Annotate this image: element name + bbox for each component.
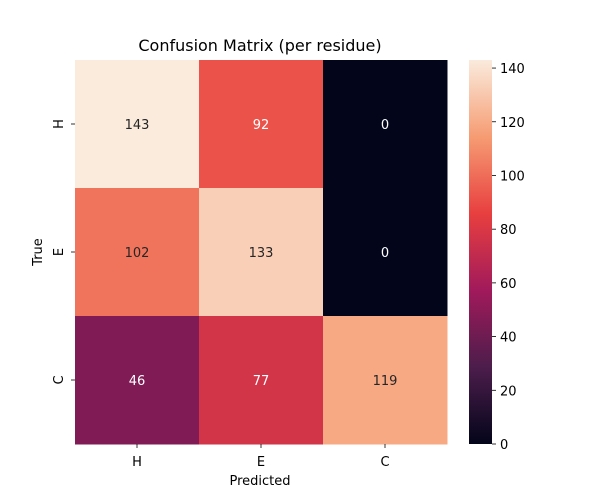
colorbar-tick-label: 80 xyxy=(500,223,517,238)
heatmap-cell xyxy=(323,60,448,189)
cell-value-label: 102 xyxy=(125,246,150,261)
heatmap-cell xyxy=(75,60,200,189)
y-tick-label: C xyxy=(52,375,67,384)
colorbar-tick-label: 140 xyxy=(500,62,525,77)
y-tick-label: E xyxy=(52,248,67,256)
heatmap-cell xyxy=(323,188,448,317)
heatmap-cell xyxy=(75,316,200,445)
colorbar-tick-label: 0 xyxy=(500,438,508,453)
colorbar-tick-label: 40 xyxy=(500,331,517,346)
colorbar xyxy=(469,60,492,444)
heatmap-cell xyxy=(199,316,324,445)
cell-value-label: 0 xyxy=(381,246,389,261)
heatmap-cell xyxy=(75,188,200,317)
colorbar-tick-label: 120 xyxy=(500,116,525,131)
cell-value-label: 92 xyxy=(253,118,270,133)
cell-value-label: 0 xyxy=(381,118,389,133)
heatmap-cell xyxy=(199,60,324,189)
cell-value-label: 133 xyxy=(249,246,274,261)
x-tick-label: C xyxy=(380,455,389,470)
colorbar-ticks: 0 20 40 60 80 100 120 140 xyxy=(492,62,525,453)
x-tick-label: H xyxy=(132,455,142,470)
cell-value-label: 77 xyxy=(253,374,270,389)
cell-value-label: 119 xyxy=(373,374,398,389)
y-tick-label: H xyxy=(52,119,67,129)
heatmap-cells xyxy=(75,60,448,445)
heatmap-cell-labels: 143 92 0 102 133 0 46 77 119 xyxy=(125,118,398,389)
cell-value-label: 143 xyxy=(125,118,150,133)
colorbar-tick-label: 100 xyxy=(500,169,525,184)
heatmap-cell xyxy=(323,316,448,445)
x-tick-label: E xyxy=(257,455,265,470)
chart-title: Confusion Matrix (per residue) xyxy=(138,36,381,55)
heatmap-cell xyxy=(199,188,324,317)
colorbar-tick-label: 20 xyxy=(500,384,517,399)
cell-value-label: 46 xyxy=(129,374,146,389)
x-axis-label: Predicted xyxy=(229,474,290,489)
y-axis: H E C xyxy=(52,119,75,385)
colorbar-tick-label: 60 xyxy=(500,277,517,292)
y-axis-label: True xyxy=(31,238,46,267)
